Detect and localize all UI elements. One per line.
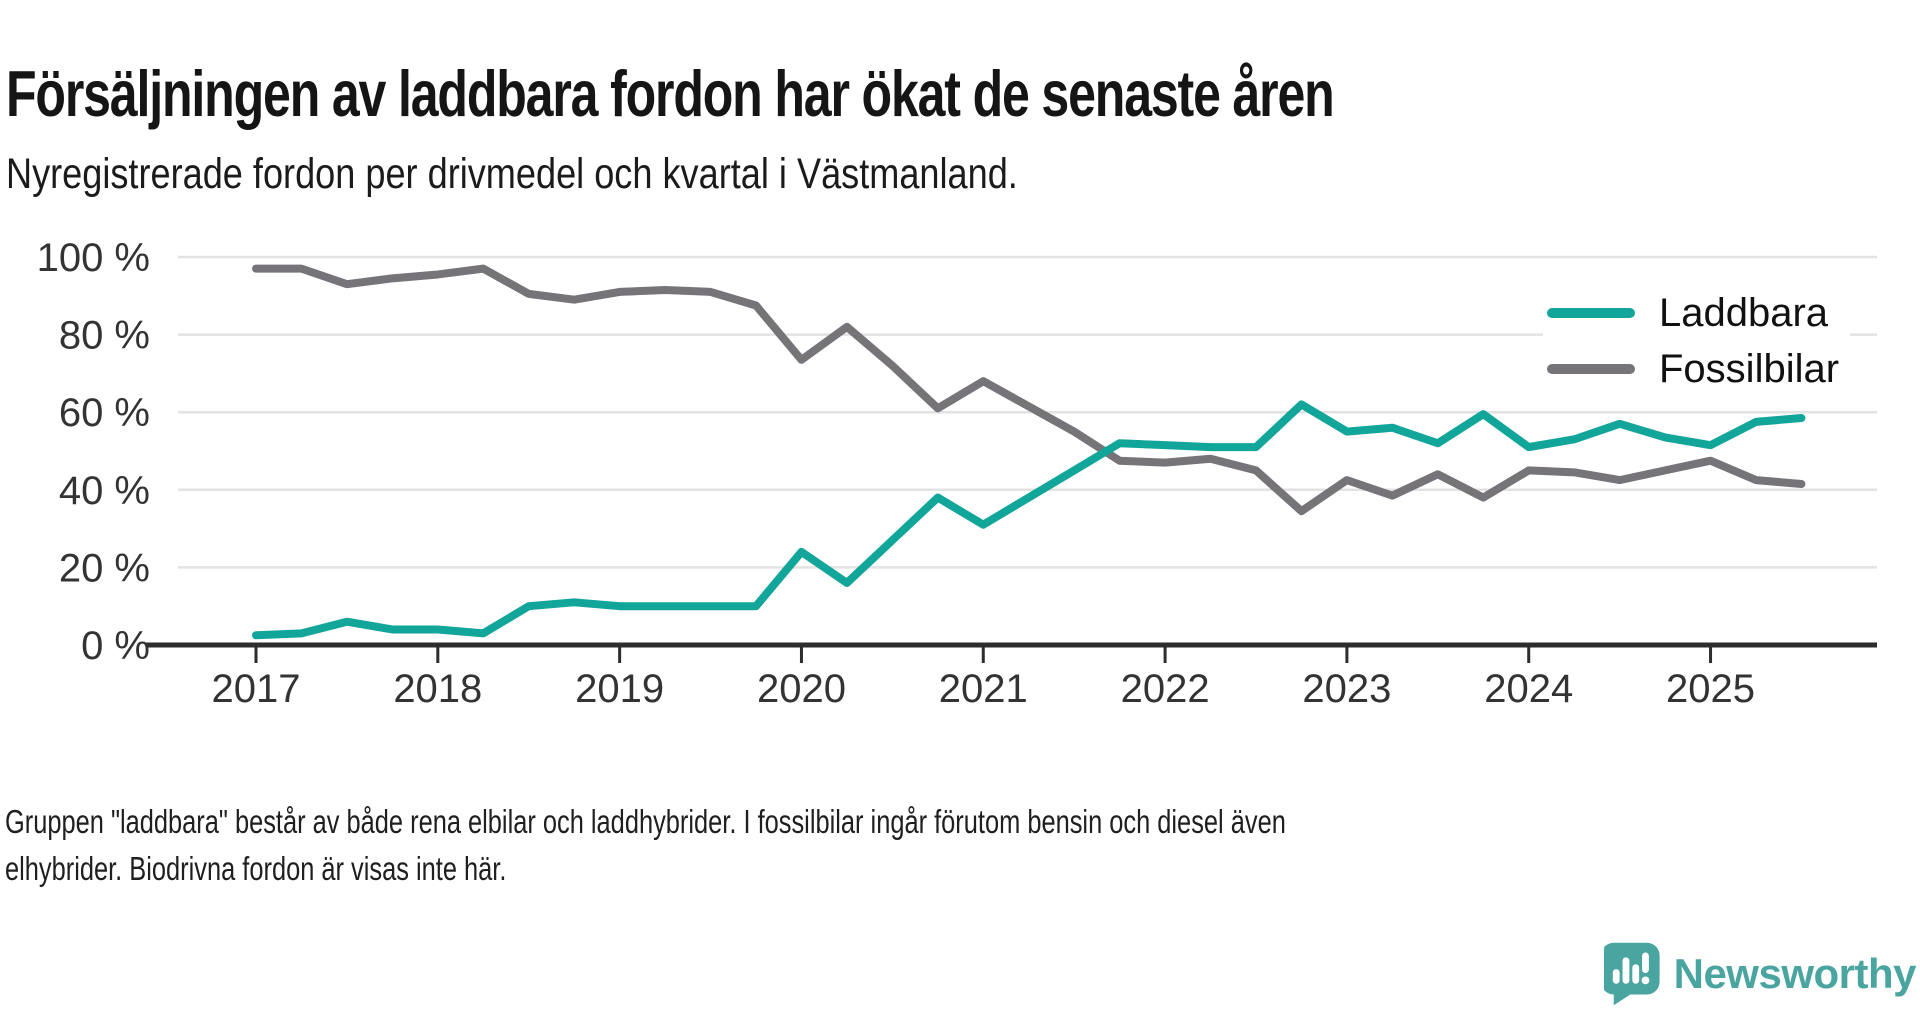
x-tick-label: 2023 — [1302, 667, 1391, 711]
page-title: Försäljningen av laddbara fordon har öka… — [6, 56, 1335, 130]
x-axis-labels: 2017 2018 2019 2020 2021 2022 2023 2024 … — [212, 667, 1756, 711]
legend: Laddbara Fossilbilar — [1543, 283, 1850, 391]
series-line-laddbara — [252, 400, 1806, 640]
y-tick-label: 0 % — [81, 624, 150, 668]
footnote: Gruppen "laddbara" består av både rena e… — [5, 798, 1483, 892]
y-axis-labels: 100 % 80 % 60 % 40 % 20 % 0 % — [37, 236, 150, 668]
bar-chart-glyph — [1612, 952, 1650, 985]
chart-subtitle: Nyregistrerade fordon per drivmedel och … — [6, 150, 1018, 198]
line-chart: 100 % 80 % 60 % 40 % 20 % 0 % 2017 2018 … — [37, 236, 1877, 711]
newsworthy-logo-icon — [1604, 942, 1660, 1006]
y-tick-label: 20 % — [59, 546, 150, 590]
x-tick-label: 2020 — [757, 667, 846, 711]
series-line-fossilbilar — [252, 264, 1806, 516]
x-ticks — [254, 645, 1713, 663]
legend-label-fossilbilar: Fossilbilar — [1659, 347, 1839, 391]
x-tick-label: 2019 — [575, 667, 664, 711]
x-tick-label: 2018 — [393, 667, 482, 711]
y-tick-label: 40 % — [59, 469, 150, 513]
y-tick-label: 60 % — [59, 391, 150, 435]
x-tick-label: 2017 — [212, 667, 301, 711]
y-tick-label: 80 % — [59, 314, 150, 358]
newsworthy-logo-text: Newsworthy — [1673, 950, 1917, 997]
x-tick-label: 2021 — [939, 667, 1028, 711]
x-tick-label: 2025 — [1666, 667, 1755, 711]
y-tick-label: 100 % — [37, 236, 150, 280]
speech-bubble-shape — [1604, 942, 1660, 1006]
x-tick-label: 2024 — [1484, 667, 1573, 711]
legend-label-laddbara: Laddbara — [1659, 291, 1829, 335]
footnote-line-2: elhybrider. Biodrivna fordon är visas in… — [5, 850, 507, 887]
footnote-line-1: Gruppen "laddbara" består av både rena e… — [5, 803, 1286, 840]
series-group — [252, 264, 1806, 640]
x-tick-label: 2022 — [1121, 667, 1210, 711]
newsworthy-logo: Newsworthy — [1604, 941, 1917, 1007]
